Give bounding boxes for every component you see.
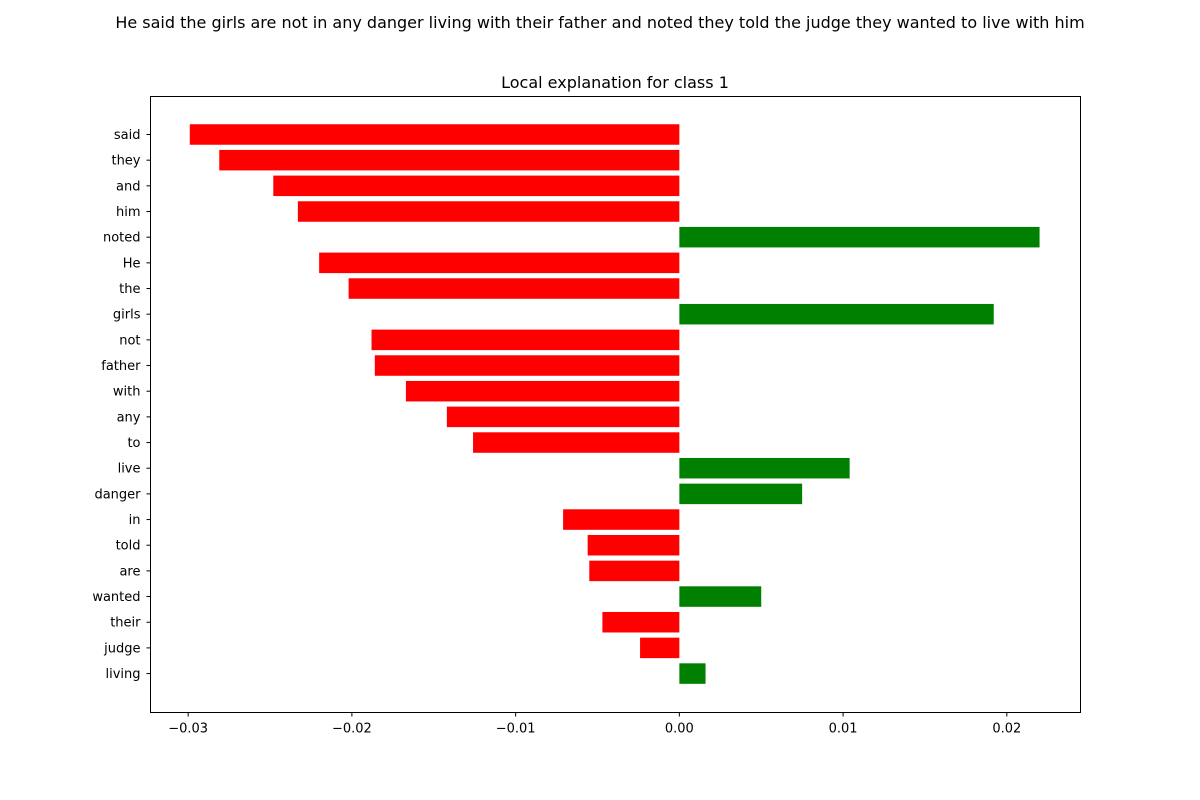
y-tick-label: their — [110, 616, 141, 631]
bar-said — [189, 124, 680, 145]
bar-live — [679, 457, 850, 479]
bar-father — [374, 355, 680, 376]
y-tick-label: noted — [103, 231, 141, 246]
bar-girls — [679, 303, 994, 325]
y-tick-label: wanted — [92, 590, 140, 605]
bar-wanted — [679, 586, 762, 607]
bar-to — [473, 432, 680, 453]
bar-noted — [679, 226, 1040, 248]
y-tick-label: said — [114, 128, 141, 143]
x-tick-label: −0.01 — [496, 722, 536, 737]
y-tick-label: to — [127, 436, 140, 451]
bar-him — [297, 201, 680, 222]
bar-they — [219, 149, 680, 171]
chart-title: Local explanation for class 1 — [501, 73, 729, 92]
bar-living — [679, 663, 706, 684]
y-tick-label: not — [119, 333, 140, 348]
y-tick-label: him — [116, 205, 141, 220]
y-tick-label: the — [119, 282, 140, 297]
y-tick-label: told — [116, 539, 141, 554]
bar-he — [319, 252, 680, 274]
plot-frame — [150, 96, 1081, 713]
y-tick-label: any — [117, 410, 141, 425]
x-tick-label: 0.00 — [665, 722, 694, 737]
y-tick-label: judge — [103, 641, 140, 656]
bars-group — [189, 124, 1040, 684]
y-tick-label: He — [123, 256, 141, 271]
bar-not — [371, 329, 680, 351]
bar-the — [348, 278, 680, 299]
bar-and — [273, 175, 680, 197]
x-ticks: −0.03 −0.02 −0.01 0.00 0.01 0.02 — [168, 712, 1021, 737]
y-tick-label: and — [116, 179, 140, 194]
bar-in — [563, 509, 680, 530]
y-tick-label: are — [119, 564, 140, 579]
x-tick-label: 0.02 — [992, 722, 1021, 737]
y-tick-label: live — [118, 462, 141, 477]
bar-are — [589, 560, 680, 582]
y-tick-label: with — [113, 385, 141, 400]
bar-with — [405, 380, 680, 402]
y-tick-label: girls — [113, 308, 141, 323]
x-tick-label: −0.02 — [332, 722, 372, 737]
x-tick-label: 0.01 — [829, 722, 858, 737]
bar-danger — [679, 483, 803, 505]
bar-any — [446, 406, 680, 428]
y-tick-label: in — [129, 513, 141, 528]
y-tick-label: danger — [94, 487, 141, 502]
sentence-title: He said the girls are not in any danger … — [115, 13, 1085, 32]
bar-their — [602, 611, 680, 633]
bar-told — [587, 534, 680, 556]
y-tick-labels: said they and him noted He the girls not father wi… — [92, 128, 151, 682]
bar-judge — [640, 637, 680, 659]
y-tick-label: father — [101, 359, 141, 374]
y-tick-label: they — [111, 154, 140, 169]
y-tick-label: living — [105, 667, 140, 682]
x-tick-label: −0.03 — [168, 722, 208, 737]
